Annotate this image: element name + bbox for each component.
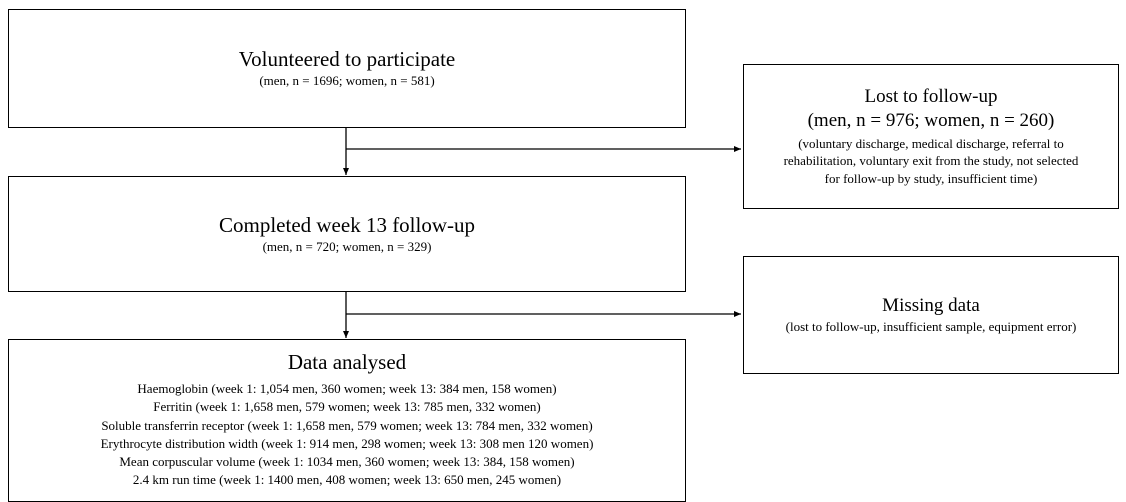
completed-title: Completed week 13 follow-up <box>218 212 476 237</box>
analysed-item: 2.4 km run time (week 1: 1400 men, 408 w… <box>132 472 562 488</box>
lost-reason-line: (voluntary discharge, medical discharge,… <box>798 135 1064 151</box>
lost-counts: (men, n = 976; women, n = 260) <box>807 110 1055 132</box>
volunteered-title: Volunteered to participate <box>238 47 456 72</box>
lost-followup-box: Lost to follow-up (men, n = 976; women, … <box>743 64 1119 209</box>
missing-reasons: (lost to follow-up, insufficient sample,… <box>785 319 1077 335</box>
missing-data-box: Missing data (lost to follow-up, insuffi… <box>743 256 1119 374</box>
missing-title: Missing data <box>882 295 980 317</box>
lost-title: Lost to follow-up <box>864 86 998 108</box>
completed-box: Completed week 13 follow-up (men, n = 72… <box>8 176 686 292</box>
analysed-item: Mean corpuscular volume (week 1: 1034 me… <box>119 453 575 469</box>
analysed-item: Soluble transferrin receptor (week 1: 1,… <box>101 417 593 433</box>
volunteered-counts: (men, n = 1696; women, n = 581) <box>259 73 435 89</box>
lost-reasons: (voluntary discharge, medical discharge,… <box>784 135 1079 188</box>
analysed-title: Data analysed <box>287 350 407 374</box>
analysed-item: Ferritin (week 1: 1,658 men, 579 women; … <box>153 399 541 415</box>
lost-reason-line: rehabilitation, voluntary exit from the … <box>783 153 1079 169</box>
volunteered-box: Volunteered to participate (men, n = 169… <box>8 9 686 128</box>
analysed-item: Erythrocyte distribution width (week 1: … <box>100 435 594 451</box>
data-analysed-box: Data analysed Haemoglobin (week 1: 1,054… <box>8 339 686 502</box>
analysed-item: Haemoglobin (week 1: 1,054 men, 360 wome… <box>137 381 557 397</box>
completed-counts: (men, n = 720; women, n = 329) <box>262 238 432 254</box>
lost-reason-line: for follow-up by study, insufficient tim… <box>824 171 1038 187</box>
analysed-items: Haemoglobin (week 1: 1,054 men, 360 wome… <box>101 380 594 489</box>
